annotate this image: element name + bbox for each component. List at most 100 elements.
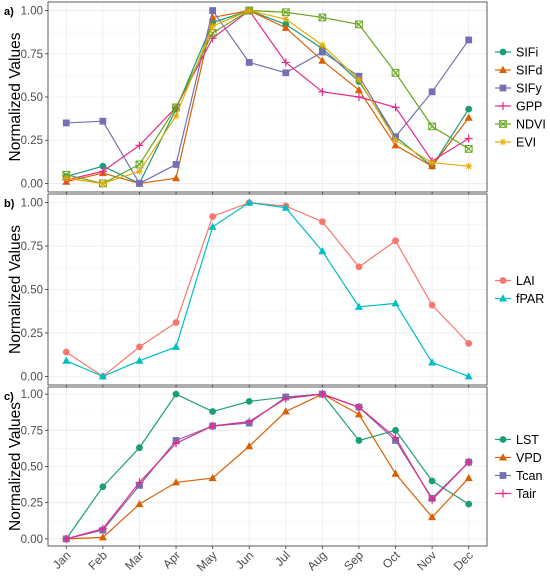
data-point bbox=[209, 7, 217, 14]
legend-label: NDVI bbox=[516, 118, 546, 132]
series-line bbox=[65, 201, 470, 378]
data-point bbox=[355, 72, 363, 80]
legend-item: EVI bbox=[495, 136, 536, 150]
data-point bbox=[281, 8, 290, 17]
data-point bbox=[318, 56, 327, 64]
series-line bbox=[66, 9, 470, 185]
legend-label: Tcan bbox=[516, 469, 542, 483]
y-axis-title: Normalized Values bbox=[7, 32, 24, 161]
series-line bbox=[66, 393, 470, 540]
data-point bbox=[465, 339, 473, 347]
data-point bbox=[391, 68, 400, 77]
legend-key-marker bbox=[499, 102, 507, 110]
data-point bbox=[354, 410, 363, 418]
legend-key-marker bbox=[499, 277, 507, 284]
data-point bbox=[172, 439, 181, 448]
data-point bbox=[136, 167, 143, 175]
data-point bbox=[465, 36, 473, 44]
data-point bbox=[62, 348, 70, 356]
series-line bbox=[66, 9, 470, 185]
data-point bbox=[465, 105, 473, 113]
data-point bbox=[136, 444, 143, 452]
data-point bbox=[172, 342, 181, 350]
legend-item: SIFy bbox=[495, 82, 542, 96]
data-point bbox=[208, 473, 217, 482]
legend-key-marker bbox=[499, 489, 507, 498]
data-point bbox=[465, 500, 473, 508]
data-point bbox=[464, 473, 473, 482]
data-point bbox=[282, 69, 290, 77]
data-point bbox=[391, 469, 400, 477]
legend-item: SIFd bbox=[495, 64, 542, 78]
data-point bbox=[172, 478, 181, 486]
x-tick-label: Aug bbox=[304, 548, 329, 573]
y-axis-title: Normalized Values bbox=[7, 225, 24, 354]
data-point bbox=[62, 534, 71, 543]
panel-1: 0.00 0.25 0.50 0.75 1.00 Normalized Values a) S… bbox=[4, 1, 546, 195]
data-point bbox=[318, 87, 327, 96]
series-line bbox=[66, 393, 470, 540]
data-point bbox=[136, 180, 143, 187]
data-point bbox=[172, 161, 180, 168]
data-point bbox=[99, 180, 107, 187]
data-point bbox=[464, 458, 473, 467]
legend-key-marker bbox=[499, 294, 507, 302]
series-fpar bbox=[62, 198, 473, 380]
data-point bbox=[245, 7, 253, 14]
data-point bbox=[464, 134, 473, 143]
legend-label: SIFy bbox=[516, 82, 542, 96]
data-point bbox=[391, 141, 400, 149]
legend-item: LST bbox=[495, 433, 539, 447]
y-axis-title: Normalized Values bbox=[7, 402, 24, 531]
gridlines bbox=[48, 194, 487, 385]
panel-label: c) bbox=[4, 391, 14, 403]
legend-item: NDVI bbox=[495, 118, 546, 132]
data-point bbox=[208, 222, 217, 230]
y-tick-label: 1.00 bbox=[21, 6, 43, 18]
data-point bbox=[282, 15, 290, 23]
data-point bbox=[391, 299, 400, 307]
legend-key-marker bbox=[499, 138, 507, 146]
legend-item: LAI bbox=[495, 274, 535, 288]
data-point bbox=[62, 174, 70, 182]
legend-key-marker bbox=[499, 84, 507, 92]
data-point bbox=[354, 93, 363, 101]
x-tick-label: Dec bbox=[451, 548, 476, 573]
data-point bbox=[209, 213, 217, 220]
y-tick-label: 0.25 bbox=[21, 328, 43, 340]
data-point bbox=[392, 136, 399, 144]
data-point bbox=[355, 437, 363, 444]
data-point bbox=[318, 247, 327, 255]
data-point bbox=[318, 218, 326, 226]
data-point bbox=[428, 495, 437, 504]
data-point bbox=[318, 13, 327, 22]
data-point bbox=[428, 159, 436, 167]
y-tick-label: 1.00 bbox=[21, 389, 43, 401]
data-point bbox=[135, 499, 144, 508]
series-line bbox=[66, 9, 470, 181]
data-point bbox=[318, 48, 326, 56]
data-point bbox=[99, 483, 107, 491]
x-tick-label: Jan bbox=[50, 548, 74, 572]
data-point bbox=[281, 394, 290, 403]
y-tick-label: 0.00 bbox=[21, 178, 43, 190]
data-point bbox=[135, 478, 144, 487]
data-point bbox=[99, 162, 107, 170]
series-line bbox=[66, 9, 469, 185]
y-tick-label: 0.00 bbox=[21, 371, 43, 383]
legend-item: Tair bbox=[495, 487, 536, 501]
y-tick-label: 0.00 bbox=[21, 534, 43, 546]
x-axis-labels: Jan Feb Mar Apr May Jun Jul Aug Sep Oct Nov Dec bbox=[50, 548, 476, 574]
series-line bbox=[66, 9, 470, 185]
data-point bbox=[464, 144, 473, 153]
data-point bbox=[428, 88, 436, 96]
data-point bbox=[135, 160, 144, 169]
legend: SIFi SIFd SIFy GPP NDVI EVI bbox=[495, 46, 546, 150]
data-point bbox=[355, 76, 363, 84]
x-tick-label: Oct bbox=[380, 548, 404, 572]
data-point bbox=[428, 477, 436, 485]
legend-label: fPAR bbox=[516, 292, 544, 306]
